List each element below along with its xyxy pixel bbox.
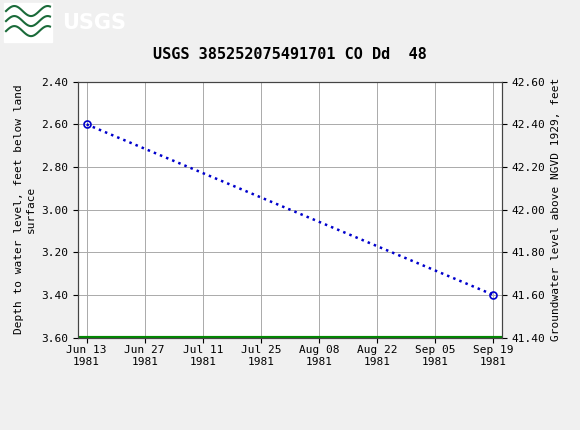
Text: USGS 385252075491701 CO Dd  48: USGS 385252075491701 CO Dd 48	[153, 47, 427, 62]
Text: USGS: USGS	[62, 13, 126, 33]
Y-axis label: Depth to water level, feet below land
surface: Depth to water level, feet below land su…	[14, 85, 36, 335]
FancyBboxPatch shape	[4, 3, 52, 42]
Y-axis label: Groundwater level above NGVD 1929, feet: Groundwater level above NGVD 1929, feet	[551, 78, 561, 341]
